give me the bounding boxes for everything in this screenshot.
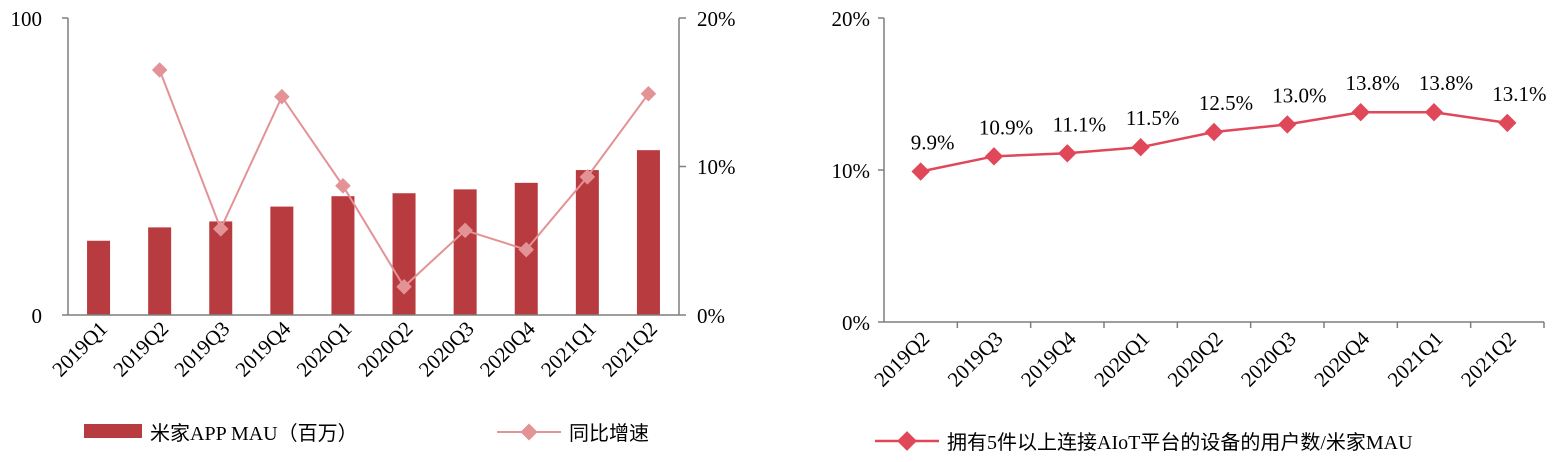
share-x-ticks (957, 322, 1544, 328)
share-x-tick-label-2020Q1: 2020Q1 (1089, 327, 1154, 392)
share-x-tick-label-2020Q4: 2020Q4 (1309, 326, 1374, 391)
yoy-point-2019Q2 (152, 62, 168, 78)
right-y-tick-label-10: 10% (697, 155, 736, 179)
left-x-tick-label-2020Q4: 2020Q4 (475, 316, 540, 381)
legend-swatch-mau (84, 424, 142, 438)
share-x-tick-label-2019Q2: 2019Q2 (869, 327, 934, 392)
legend-swatch-share-marker (897, 431, 917, 451)
share-x-tick-label-2021Q1: 2021Q1 (1383, 327, 1448, 392)
mau-bar-2020Q3 (454, 189, 477, 315)
left-x-tick-label-2019Q3: 2019Q3 (169, 317, 234, 382)
mau-bar-2019Q4 (270, 207, 293, 315)
mau-bar-2021Q2 (637, 150, 660, 315)
left-chart-axes: 100 0 20% 10% 0% (11, 7, 736, 328)
share-point-2021Q2 (1498, 114, 1516, 132)
mau-bar-2019Q1 (87, 241, 110, 315)
legend-label-yoy: 同比增速 (569, 422, 649, 445)
share-point-2020Q3 (1278, 115, 1296, 133)
mau-bar-2021Q1 (576, 170, 599, 315)
share-y-tick-label-10: 10% (832, 159, 871, 183)
left-x-tick-label-2019Q1: 2019Q1 (47, 317, 112, 382)
share-point-2020Q2 (1205, 123, 1223, 141)
left-x-tick-label-2020Q1: 2020Q1 (292, 317, 357, 382)
left-x-tick-label-2021Q2: 2021Q2 (597, 317, 662, 382)
legend-label-mau: 米家APP MAU（百万） (150, 422, 358, 445)
yoy-point-2020Q1 (335, 178, 351, 194)
share-x-tick-label-2019Q4: 2019Q4 (1016, 326, 1081, 391)
mau-bar-2019Q2 (148, 227, 171, 315)
share-data-label-2020Q3: 13.0% (1272, 83, 1326, 107)
left-x-tick-label-2020Q3: 2020Q3 (414, 317, 479, 382)
left-x-tick-label-2021Q1: 2021Q1 (536, 317, 601, 382)
share-data-label-2019Q2: 9.9% (911, 131, 955, 155)
mau-bars (87, 150, 660, 315)
share-data-label-2020Q1: 11.5% (1126, 106, 1179, 130)
share-data-labels: 9.9% 10.9% 11.1% 11.5% 12.5% 13.0% 13.8% 13.8% 1… (911, 71, 1547, 154)
share-point-2020Q4 (1351, 103, 1369, 121)
share-y-tick-label-20: 20% (832, 7, 871, 31)
left-x-tick-label-2020Q2: 2020Q2 (353, 317, 418, 382)
share-point-2021Q1 (1425, 103, 1443, 121)
right-chart-aiot-share: 20% 10% 0% 2019Q2 2019Q3 2019Q4 2020Q1 2020Q… (832, 7, 1547, 454)
share-data-label-2021Q1: 13.8% (1419, 71, 1473, 95)
share-data-label-2020Q2: 12.5% (1199, 91, 1253, 115)
share-data-label-2019Q4: 11.1% (1053, 112, 1106, 136)
share-x-tick-labels: 2019Q2 2019Q3 2019Q4 2020Q1 2020Q2 2020Q3 2020… (869, 326, 1520, 391)
legend-label-share: 拥有5件以上连接AIoT平台的设备的用户数/米家MAU (947, 431, 1413, 454)
share-data-label-2021Q2: 13.1% (1492, 82, 1546, 106)
left-y-tick-label-100: 100 (11, 7, 43, 31)
left-legend: 米家APP MAU（百万） 同比增速 (84, 422, 649, 445)
share-point-2019Q4 (1058, 144, 1076, 162)
share-data-label-2019Q3: 10.9% (979, 115, 1033, 139)
share-point-2019Q3 (985, 147, 1003, 165)
share-x-tick-label-2020Q2: 2020Q2 (1163, 327, 1228, 392)
share-y-tick-label-0: 0% (842, 311, 870, 335)
left-x-tick-label-2019Q2: 2019Q2 (108, 317, 173, 382)
share-x-tick-label-2021Q2: 2021Q2 (1456, 327, 1521, 392)
right-y-tick-label-0: 0% (697, 304, 725, 328)
share-point-2019Q2 (911, 162, 929, 180)
mau-bar-2020Q1 (331, 196, 354, 315)
left-x-tick-label-2019Q4: 2019Q4 (231, 316, 296, 381)
left-chart-mau-yoy: 100 0 20% 10% 0% 2019Q12019Q22019Q32019Q… (11, 7, 736, 445)
share-data-label-2020Q4: 13.8% (1346, 71, 1400, 95)
yoy-point-2019Q4 (274, 89, 290, 105)
right-legend: 拥有5件以上连接AIoT平台的设备的用户数/米家MAU (875, 431, 1413, 454)
left-x-tick-labels: 2019Q12019Q22019Q32019Q42020Q12020Q22020… (47, 316, 662, 381)
share-x-tick-label-2019Q3: 2019Q3 (943, 327, 1008, 392)
share-point-2020Q1 (1131, 138, 1149, 156)
legend-swatch-yoy-marker (521, 424, 538, 441)
right-y-tick-label-20: 20% (697, 7, 736, 31)
mau-bar-2020Q2 (393, 193, 416, 315)
share-x-tick-label-2020Q3: 2020Q3 (1236, 327, 1301, 392)
left-y-tick-label-0: 0 (32, 304, 43, 328)
yoy-point-2021Q2 (641, 86, 657, 102)
right-chart-axes: 20% 10% 0% (832, 7, 1545, 335)
